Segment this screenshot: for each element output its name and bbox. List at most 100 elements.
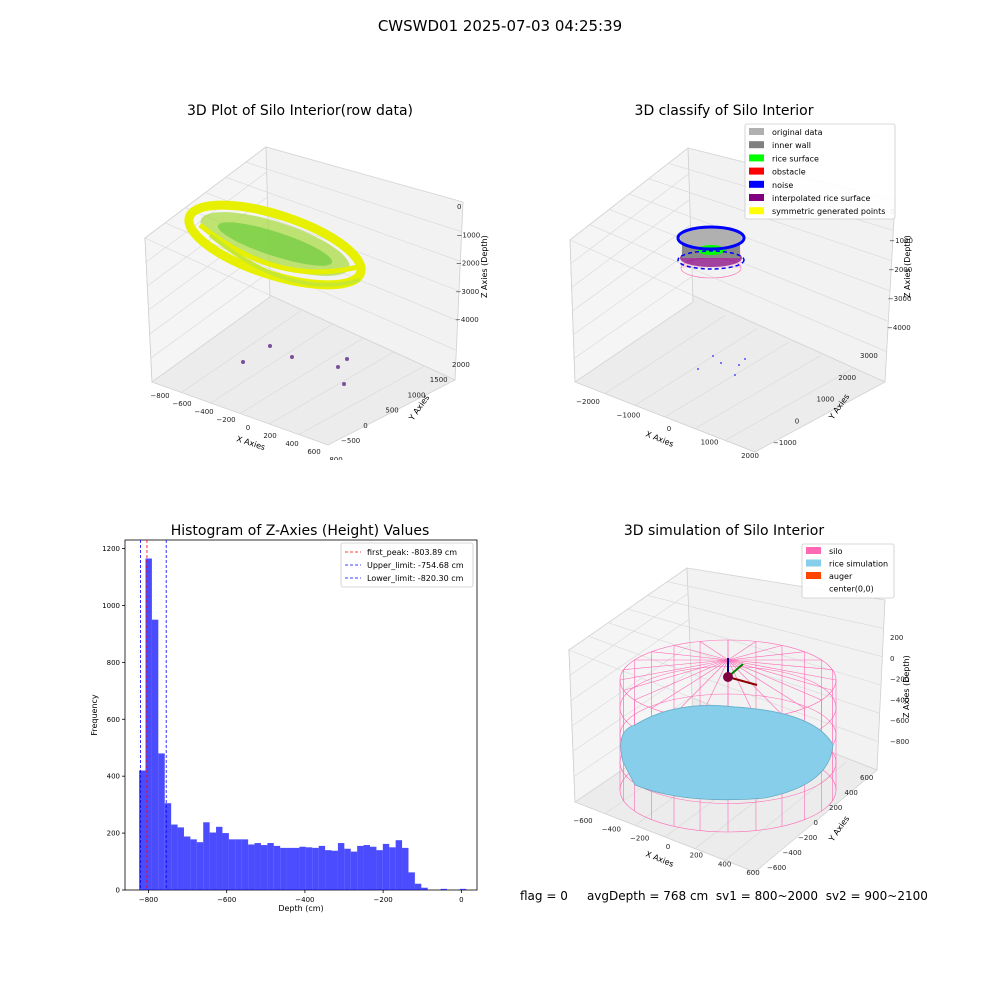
x-tick-label: −400 (295, 896, 314, 904)
x-tick: 600 (746, 869, 759, 877)
histogram-bar (260, 845, 268, 890)
x-tick: 0 (667, 425, 671, 433)
y-tick: 0 (363, 422, 367, 430)
histogram-bar (222, 833, 229, 890)
x-tick: 0 (666, 843, 670, 851)
x-tick: 400 (285, 440, 298, 448)
auger-and-center (723, 658, 758, 686)
histogram-bar (382, 843, 390, 890)
classified-cloud (676, 225, 746, 279)
x-axis-label: X Axies (644, 850, 675, 869)
sv1-value: sv1 = 800~2000 (715, 889, 819, 903)
y-tick: −600 (767, 864, 786, 872)
histogram-bar (402, 847, 409, 890)
z-tick: −200 (890, 676, 909, 684)
x-ticks: −800 −600 −400 −200 0 (139, 890, 464, 904)
histogram-bar (145, 558, 152, 890)
histogram-bar (395, 840, 403, 890)
histogram-bar (273, 845, 281, 890)
legend-label: inner wall (772, 141, 811, 150)
x-tick: 1000 (701, 439, 719, 447)
legend-label: interpolated rice surface (772, 194, 870, 203)
axis-ticks: −2000−10000100020003000200010000−10000−1… (576, 208, 913, 460)
histogram-bar (337, 843, 345, 890)
noise-points (697, 355, 746, 376)
histogram-bar (286, 847, 294, 890)
y-tick-label: 800 (107, 659, 120, 667)
legend-swatch (806, 559, 821, 567)
axis-ticks: −600−400−20002004006006004002000−200−400… (573, 634, 909, 877)
histogram-bar (139, 770, 146, 890)
z-tick: 0 (457, 203, 461, 211)
z-tick: −800 (890, 738, 909, 746)
y-tick-label: 600 (107, 716, 120, 724)
y-tick: 0 (814, 819, 818, 827)
legend: first_peak: -803.89 cm Upper_limit: -754.… (340, 542, 474, 588)
x-axis-label: X Axies (235, 434, 266, 452)
histogram-bar (171, 824, 178, 890)
histogram-bar (363, 845, 370, 890)
histogram-bar (376, 850, 383, 890)
z-tick: 0 (890, 655, 894, 663)
y-tick-label: 0 (116, 887, 120, 895)
legend-label: first_peak: -803.89 cm (367, 548, 457, 557)
histogram-bars (139, 558, 467, 890)
rice-simulation-surface (620, 705, 834, 801)
classify-3d-plot: −2000−10000100020003000200010000−10000−1… (569, 123, 913, 460)
y-tick: 0 (795, 417, 799, 425)
y-axis-label: Frequency (90, 694, 99, 736)
figure-title: CWSWD01 2025-07-03 04:25:39 (377, 17, 623, 35)
y-axis-label: Y Axies (827, 814, 852, 844)
x-tick: 400 (718, 860, 731, 868)
grid-lines (569, 147, 896, 453)
histogram-bar (190, 839, 197, 890)
y-tick: 400 (845, 789, 858, 797)
panel1-title: 3D Plot of Silo Interior(row data) (186, 103, 414, 119)
histogram-bar (344, 848, 351, 890)
y-tick: −400 (783, 849, 802, 857)
legend-label: rice simulation (829, 560, 888, 569)
legend-label: noise (772, 181, 793, 190)
legend-swatch (749, 128, 764, 135)
histogram-chart: −800 −600 −400 −200 0 020040060080010001200 … (90, 539, 478, 913)
x-tick: 200 (263, 432, 276, 440)
y-tick: 1500 (430, 376, 448, 384)
legend: original data inner wall rice surface obsta… (744, 123, 896, 220)
y-tick: 3000 (860, 352, 878, 360)
histogram-bar (459, 888, 467, 890)
legend-swatch (749, 180, 764, 188)
histogram-bar (421, 887, 428, 890)
z-tick: −600 (890, 717, 909, 725)
x-tick-label: −200 (374, 896, 393, 904)
y-tick: 600 (860, 774, 873, 782)
legend-label: obstacle (772, 168, 806, 177)
y-tick: 1000 (408, 391, 426, 399)
z-axis-label: Z Axies (Depth) (902, 655, 911, 718)
histogram-bar (183, 836, 191, 890)
legend-label: Upper_limit: -754.68 cm (367, 561, 464, 570)
legend-swatch (749, 154, 764, 162)
x-tick-label: −800 (139, 896, 158, 904)
x-tick-label: 0 (459, 896, 463, 904)
reference-lines (140, 540, 167, 890)
summary-stats: flag = 0 avgDepth = 768 cm sv1 = 800~200… (520, 889, 928, 903)
histogram-bar (164, 803, 172, 890)
histogram-bar (267, 843, 274, 890)
legend-label: Lower_limit: -820.30 cm (367, 574, 464, 583)
y-tick: −500 (341, 437, 360, 445)
y-tick: 2000 (452, 361, 470, 369)
histogram-bar (408, 872, 415, 890)
x-tick: −2000 (576, 398, 600, 406)
z-tick: −1000 (457, 231, 481, 239)
z-axis-label: Z Axies (Depth) (903, 235, 912, 298)
histogram-bar (228, 839, 236, 890)
histogram-bar (151, 619, 159, 890)
histogram-bar (331, 850, 338, 890)
legend-swatch (749, 194, 764, 201)
histogram-bar (369, 846, 377, 890)
histogram-bar (196, 842, 204, 890)
histogram-bar (325, 850, 332, 890)
histogram-bar (280, 847, 287, 890)
x-tick: 2000 (741, 452, 759, 460)
legend-swatch (749, 167, 764, 175)
